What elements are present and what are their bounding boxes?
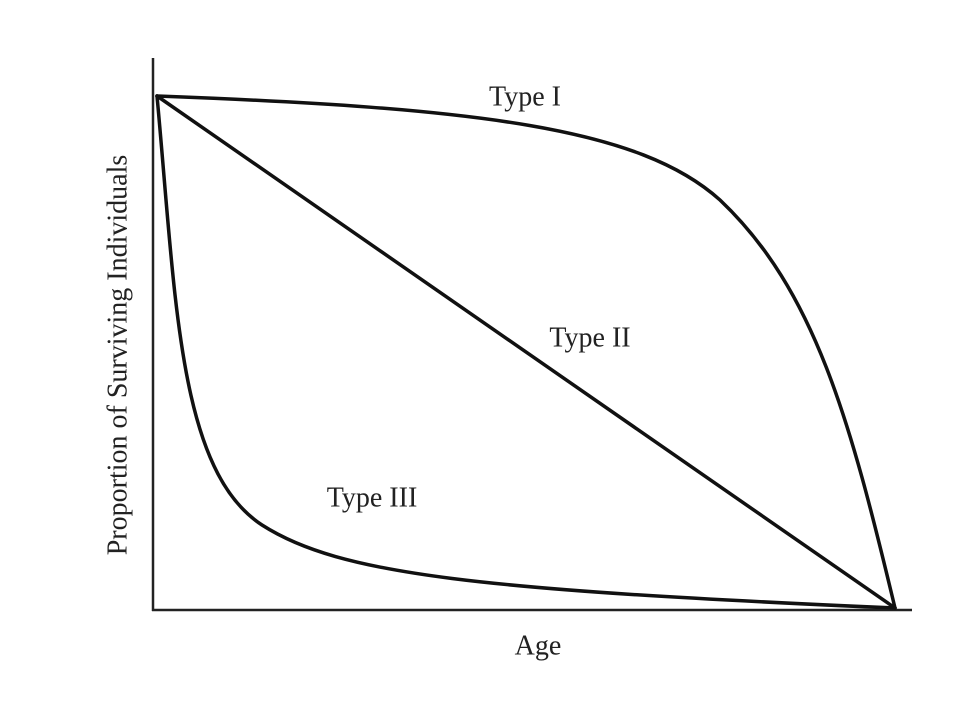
- x-axis-label: Age: [515, 630, 562, 661]
- curve-label: Type I: [489, 81, 561, 112]
- curve-label: Type II: [549, 322, 630, 353]
- type-iii-curve: [155, 94, 897, 610]
- curve-label: Type III: [327, 482, 418, 513]
- y-axis-label: Proportion of Surviving Individuals: [102, 155, 133, 556]
- type-ii-curve: [155, 94, 897, 610]
- type-i-curve: [155, 94, 897, 610]
